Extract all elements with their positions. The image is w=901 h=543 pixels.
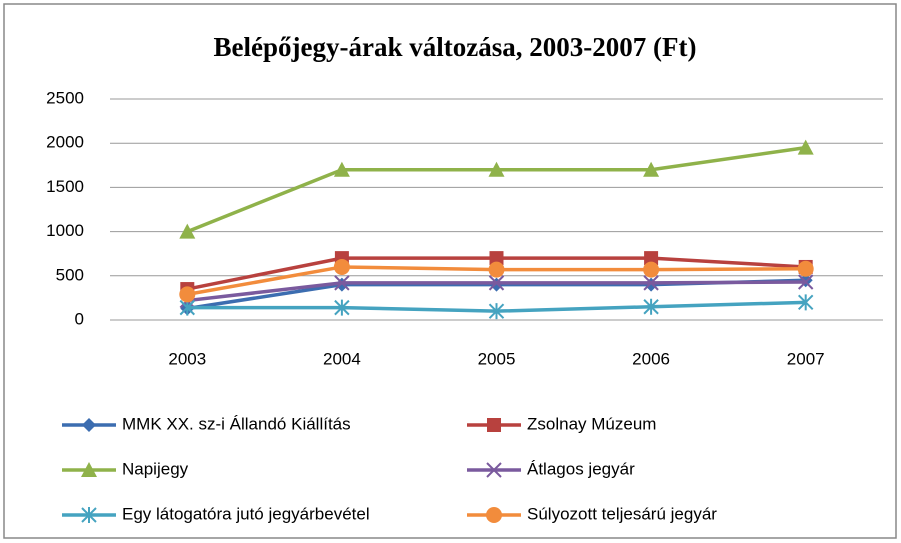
marker	[81, 462, 97, 477]
marker	[82, 418, 96, 432]
legend-label: Átlagos jegyár	[527, 459, 635, 478]
y-tick-label: 1500	[46, 177, 84, 196]
marker	[333, 258, 350, 275]
y-tick-label: 500	[56, 265, 84, 284]
marker	[797, 294, 814, 311]
legend-label: Napijegy	[122, 459, 189, 478]
marker	[488, 261, 505, 278]
marker	[179, 286, 196, 303]
y-tick-label: 2000	[46, 133, 84, 152]
x-tick-label: 2006	[632, 349, 670, 368]
legend-label: Egy látogatóra jutó jegyárbevétel	[122, 504, 370, 523]
marker	[644, 251, 659, 266]
chart-border	[3, 3, 897, 539]
legend-label: MMK XX. sz-i Állandó Kiállítás	[122, 414, 351, 433]
marker	[486, 462, 502, 478]
marker	[643, 298, 659, 315]
y-tick-label: 2500	[46, 88, 84, 107]
marker	[334, 275, 350, 291]
marker	[334, 299, 350, 316]
x-tick-label: 2003	[168, 349, 206, 368]
y-tick-label: 0	[75, 309, 84, 328]
marker	[487, 418, 501, 432]
chart-title: Belépőjegy-árak változása, 2003-2007 (Ft…	[214, 32, 697, 62]
marker	[488, 303, 505, 320]
marker	[797, 139, 814, 155]
marker	[489, 251, 504, 266]
marker	[643, 261, 660, 278]
legend-label: Zsolnay Múzeum	[527, 414, 656, 433]
marker	[797, 274, 814, 290]
marker	[643, 161, 660, 177]
marker	[643, 275, 659, 291]
marker	[179, 223, 196, 239]
legend-label: Súlyozott teljesárú jegyár	[527, 504, 717, 523]
marker	[486, 507, 502, 523]
x-tick-label: 2004	[323, 349, 361, 368]
marker	[488, 275, 505, 291]
y-tick-label: 1000	[46, 221, 84, 240]
marker	[333, 161, 350, 177]
x-tick-label: 2007	[787, 349, 825, 368]
marker	[797, 260, 814, 277]
x-tick-label: 2005	[478, 349, 516, 368]
marker	[488, 161, 505, 177]
marker	[81, 507, 97, 523]
